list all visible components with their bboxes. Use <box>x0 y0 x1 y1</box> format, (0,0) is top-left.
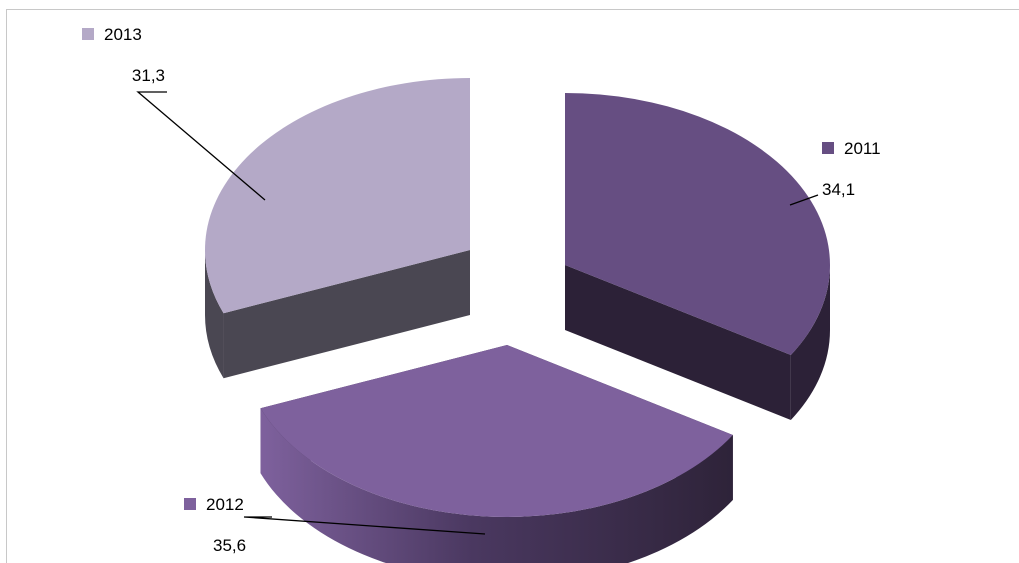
slice-2013-value-label: 31,3 <box>132 66 165 85</box>
slice-2011-side <box>790 265 830 420</box>
slice-2012-category-label: 2012 <box>206 495 244 514</box>
slice-2011-wall-end <box>565 265 791 420</box>
legend-swatch-2012 <box>184 498 196 510</box>
slice-2011-value-label: 34,1 <box>822 180 855 199</box>
slice-2011-top <box>565 93 830 355</box>
slice-2012-side <box>260 408 733 563</box>
slice-2012-value-label: 35,6 <box>213 536 246 555</box>
slice-2013-top <box>204 78 470 314</box>
slice-2013-side <box>205 250 224 379</box>
leader-line-2011 <box>789 194 819 206</box>
slice-2012-top <box>260 345 733 517</box>
frame-top-border <box>6 9 1019 10</box>
legend-swatch-2013 <box>82 28 94 40</box>
slice-2013-wall-start <box>223 250 470 379</box>
legend-swatch-2011 <box>822 142 834 154</box>
leader-line-2012 <box>243 516 486 535</box>
frame-left-border <box>6 9 7 563</box>
slice-2011-category-label: 2011 <box>844 139 881 158</box>
leader-line-2013 <box>136 91 266 201</box>
slice-2013-category-label: 2013 <box>104 25 142 44</box>
